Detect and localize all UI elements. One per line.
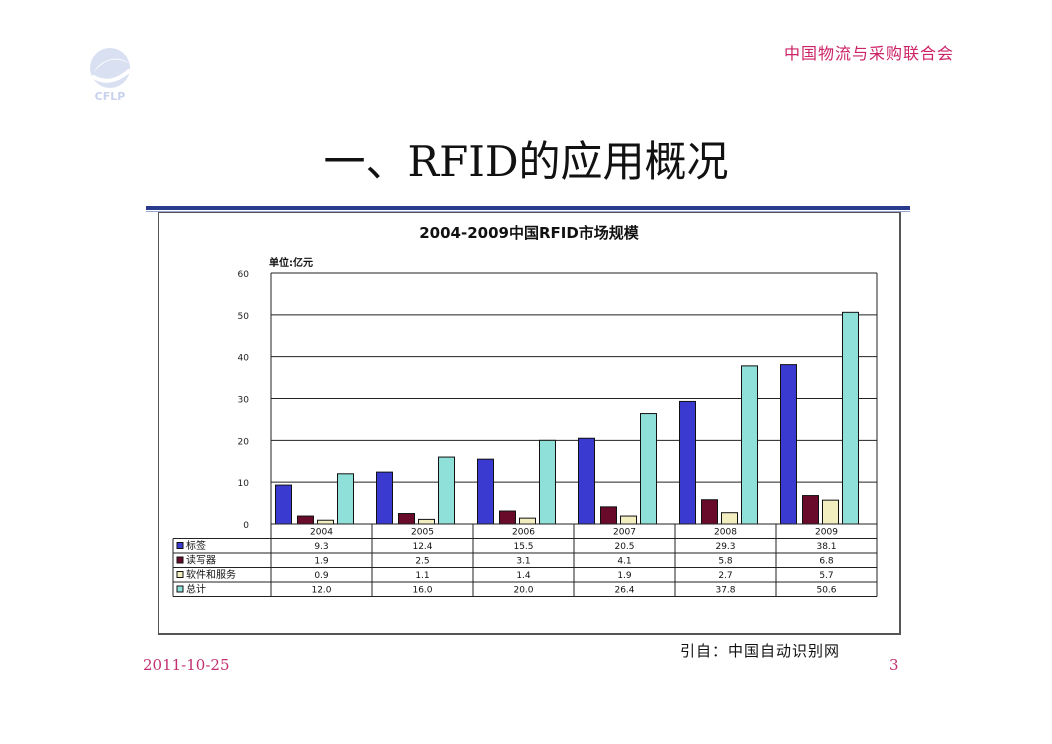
data-label: 3.1	[516, 557, 530, 567]
bar-2009-s1	[802, 495, 819, 525]
data-label: 1.9	[314, 557, 329, 567]
bar-2007-s1	[600, 506, 617, 525]
data-label: 29.3	[715, 542, 735, 552]
bar-2008-s3	[741, 365, 758, 525]
data-label: 5.8	[718, 557, 733, 567]
bar-2008-s1	[701, 499, 718, 525]
chart-frame: 2004-2009中国RFID市场规模 单位:亿元 0 10 20 30 40 50 60 …	[158, 212, 901, 635]
data-label: 20.5	[614, 542, 634, 552]
y-tick-label: 30	[238, 396, 250, 406]
bar-2005-s1	[398, 513, 415, 525]
bar-2004-s2	[317, 519, 334, 525]
page-number: 3	[889, 656, 899, 674]
data-label: 0.9	[314, 571, 329, 581]
data-label: 12.4	[412, 542, 432, 552]
bar-2004-s3	[337, 473, 354, 525]
bar-2006-s3	[539, 439, 556, 525]
category-label: 2007	[613, 528, 636, 538]
legend-swatch	[176, 571, 184, 578]
data-label: 20.0	[513, 586, 533, 596]
data-label: 1.1	[415, 571, 429, 581]
market-size-chart: 2004-2009中国RFID市场规模 单位:亿元 0102030405060 …	[172, 224, 878, 597]
data-label: 26.4	[614, 586, 634, 596]
data-label: 2.5	[415, 557, 429, 567]
logo-text: CFLP	[95, 90, 126, 103]
data-label: 15.5	[513, 542, 533, 552]
chart-unit-label: 单位:亿元	[269, 256, 313, 269]
category-label: 2005	[411, 528, 434, 538]
bar-2007-s0	[578, 437, 595, 525]
data-label: 12.0	[311, 586, 331, 596]
bar-2007-s3	[640, 413, 657, 525]
data-label: 50.6	[816, 586, 836, 596]
data-label: 5.7	[819, 571, 833, 581]
organization-name: 中国物流与采购联合会	[783, 44, 954, 63]
slide-title: 一、RFID的应用概况	[323, 137, 729, 186]
legend-swatch	[176, 585, 184, 593]
legend-label: 软件和服务	[186, 568, 236, 581]
bar-2006-s0	[477, 458, 494, 525]
y-tick-label: 10	[238, 479, 250, 489]
category-label: 2004	[310, 528, 333, 538]
bar-2005-s3	[438, 456, 455, 525]
legend-label: 总计	[186, 583, 206, 596]
bar-2009-s3	[842, 311, 859, 525]
bar-2006-s2	[519, 517, 536, 525]
chart-title: 2004-2009中国RFID市场规模	[419, 224, 640, 242]
bar-2004-s1	[297, 515, 314, 525]
bar-2004-s0	[275, 484, 292, 525]
data-label: 2.7	[718, 571, 732, 581]
source-citation: 引自：中国自动识别网	[680, 642, 841, 660]
y-tick-label: 60	[238, 270, 250, 280]
bar-2006-s1	[499, 510, 516, 525]
bar-2009-s0	[780, 364, 797, 525]
data-label: 1.4	[516, 571, 531, 581]
legend-label: 读写器	[186, 554, 216, 567]
bar-2005-s0	[376, 471, 393, 525]
y-tick-label: 40	[238, 354, 250, 364]
y-tick-label: 50	[238, 312, 250, 322]
category-label: 2009	[815, 528, 838, 538]
data-label: 9.3	[314, 542, 328, 552]
bar-2005-s2	[418, 518, 435, 525]
slide-date: 2011-10-25	[143, 656, 230, 674]
cflp-logo: CFLP	[80, 42, 142, 104]
category-label: 2006	[512, 528, 535, 538]
y-tick-label: 0	[243, 521, 249, 531]
title-divider-thin	[146, 211, 910, 212]
bar-2008-s2	[721, 512, 738, 525]
legend-swatch	[176, 556, 184, 564]
category-label: 2008	[714, 528, 737, 538]
data-label: 16.0	[412, 586, 432, 596]
data-label: 4.1	[617, 557, 631, 567]
legend-swatch	[176, 542, 184, 549]
bar-2008-s0	[679, 400, 696, 525]
data-label: 6.8	[819, 557, 834, 567]
bar-2007-s2	[620, 515, 637, 525]
data-label: 38.1	[816, 542, 836, 552]
bar-2009-s2	[822, 499, 839, 525]
y-tick-label: 20	[238, 437, 250, 447]
data-label: 37.8	[715, 586, 735, 596]
data-label: 1.9	[617, 571, 632, 581]
title-divider	[146, 206, 910, 210]
legend-label: 标签	[186, 539, 206, 552]
